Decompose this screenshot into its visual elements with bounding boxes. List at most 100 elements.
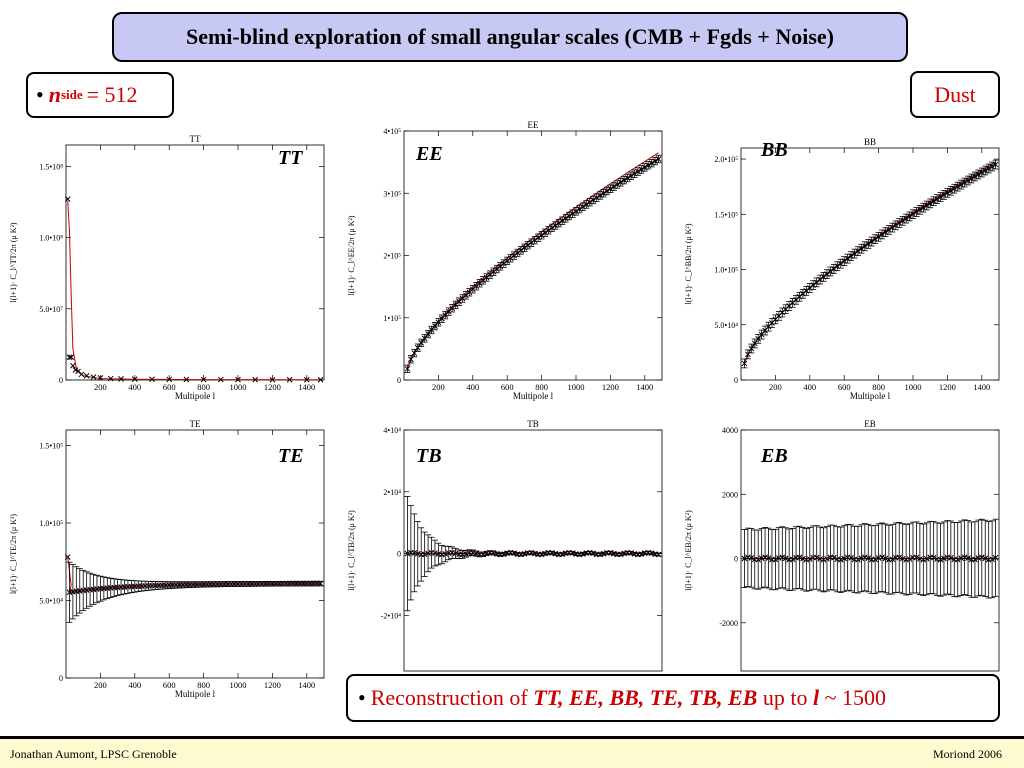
bb-point <box>934 196 940 202</box>
bb-xtick-label: 600 <box>838 382 851 392</box>
nside-box: • n side = 512 <box>26 72 174 118</box>
tb-point <box>559 551 566 558</box>
bb-point <box>886 227 892 233</box>
eb-point <box>978 554 985 561</box>
bb-point <box>930 198 937 205</box>
tt-ylabel: l(l+1)· C_l^TT/2π (μ K²) <box>9 222 18 302</box>
bb-point <box>906 213 913 220</box>
tt-point <box>118 376 124 382</box>
eb-point <box>800 555 806 562</box>
tb-point <box>617 551 624 558</box>
bb-point <box>941 192 947 198</box>
tt-point <box>131 376 138 382</box>
ee-point <box>518 247 524 254</box>
eb-point <box>882 555 889 562</box>
reconstruction-middle: up to <box>757 685 813 710</box>
tb-point <box>531 550 538 557</box>
ee-point <box>655 156 662 162</box>
bb-point <box>985 165 992 172</box>
eb-point <box>762 554 768 561</box>
te-xtick-label: 400 <box>128 680 141 690</box>
tb-point <box>538 551 545 558</box>
tb-point <box>580 551 586 557</box>
bb-point <box>899 217 906 224</box>
eb-point <box>772 556 779 563</box>
te-chart-title: TE <box>190 419 201 429</box>
footer-conference: Moriond 2006 <box>933 747 1002 761</box>
ee-xtick-label: 400 <box>466 382 479 392</box>
bb-ytick-label: 2.0•10⁵ <box>714 155 738 164</box>
ee-xtick-label: 600 <box>501 382 514 392</box>
eb-point <box>855 556 861 563</box>
tb-point <box>490 550 497 556</box>
eb-point <box>831 554 837 561</box>
tt-point <box>83 372 90 379</box>
eb-point <box>954 556 961 563</box>
tt-point <box>107 375 114 382</box>
tb-point <box>511 550 517 557</box>
bb-point <box>875 233 882 240</box>
reconstruction-box: • Reconstruction of TT, EE, BB, TE, TB, … <box>346 674 1000 722</box>
nside-sub: side <box>60 87 83 102</box>
tb-point <box>432 550 438 556</box>
bb-point <box>917 206 923 213</box>
reconstruction-spectra: TT, EE, BB, TE, TB, EB <box>533 685 758 710</box>
bb-point <box>927 200 934 207</box>
reconstruction-l: l <box>812 685 820 710</box>
tt-point <box>70 362 76 369</box>
eb-point <box>782 555 789 562</box>
bb-point <box>882 229 889 236</box>
bb-xtick-label: 800 <box>872 382 885 392</box>
te-frame <box>65 429 325 679</box>
eb-point <box>765 555 772 561</box>
ee-point <box>404 365 411 372</box>
eb-point <box>755 556 762 563</box>
bb-point <box>896 220 903 226</box>
bb-point <box>958 181 965 188</box>
chart-te-svg: TE TE 0 5.0•10⁴ 1.0•10⁵ 1.5•10⁵ 200 400 600 800 10… <box>9 419 325 699</box>
ee-chart-title: EE <box>528 120 539 130</box>
bb-point <box>965 177 971 184</box>
bb-point <box>954 183 961 190</box>
eb-point <box>906 556 913 562</box>
ee-point <box>531 237 538 244</box>
tb-point <box>628 550 634 556</box>
bb-point <box>961 179 968 186</box>
tt-point <box>78 371 85 378</box>
tb-point <box>463 550 469 557</box>
tt-point <box>64 196 71 202</box>
eb-point <box>941 555 947 562</box>
nside-bullet: • <box>36 82 44 107</box>
bb-point <box>892 222 899 229</box>
eb-point <box>961 554 968 561</box>
bb-xtick-label: 400 <box>803 382 816 392</box>
reconstruction-bullet: • <box>358 685 366 710</box>
eb-point <box>841 555 848 562</box>
tb-point <box>542 550 548 557</box>
tb-point <box>648 550 655 557</box>
ee-point <box>535 234 542 241</box>
eb-point <box>813 554 820 561</box>
bb-ylabel: l(l+1)· C_l^BB/2π (μ K²) <box>684 223 693 304</box>
eb-frame <box>740 429 1000 672</box>
tb-point <box>404 550 411 557</box>
ee-label: EE <box>415 143 443 165</box>
tb-point <box>411 549 418 556</box>
bb-ytick-label: 1.0•10⁵ <box>714 266 738 275</box>
bb-xtick-label: 1000 <box>905 382 922 392</box>
te-point <box>317 580 324 587</box>
tt-point <box>235 376 241 383</box>
tb-point <box>549 549 555 556</box>
ee-point <box>521 244 528 251</box>
te-xlabel: Multipole l <box>175 689 216 699</box>
eb-point <box>748 555 755 561</box>
eb-point <box>982 555 989 562</box>
te-xtick-label: 1200 <box>264 680 281 690</box>
te-xtick-label: 1000 <box>230 680 247 690</box>
tb-point <box>638 551 645 557</box>
eb-point <box>958 555 965 562</box>
te-xtick-label: 200 <box>94 680 107 690</box>
bb-point <box>751 340 758 347</box>
te-point-first <box>64 554 71 560</box>
bb-point <box>951 185 958 192</box>
